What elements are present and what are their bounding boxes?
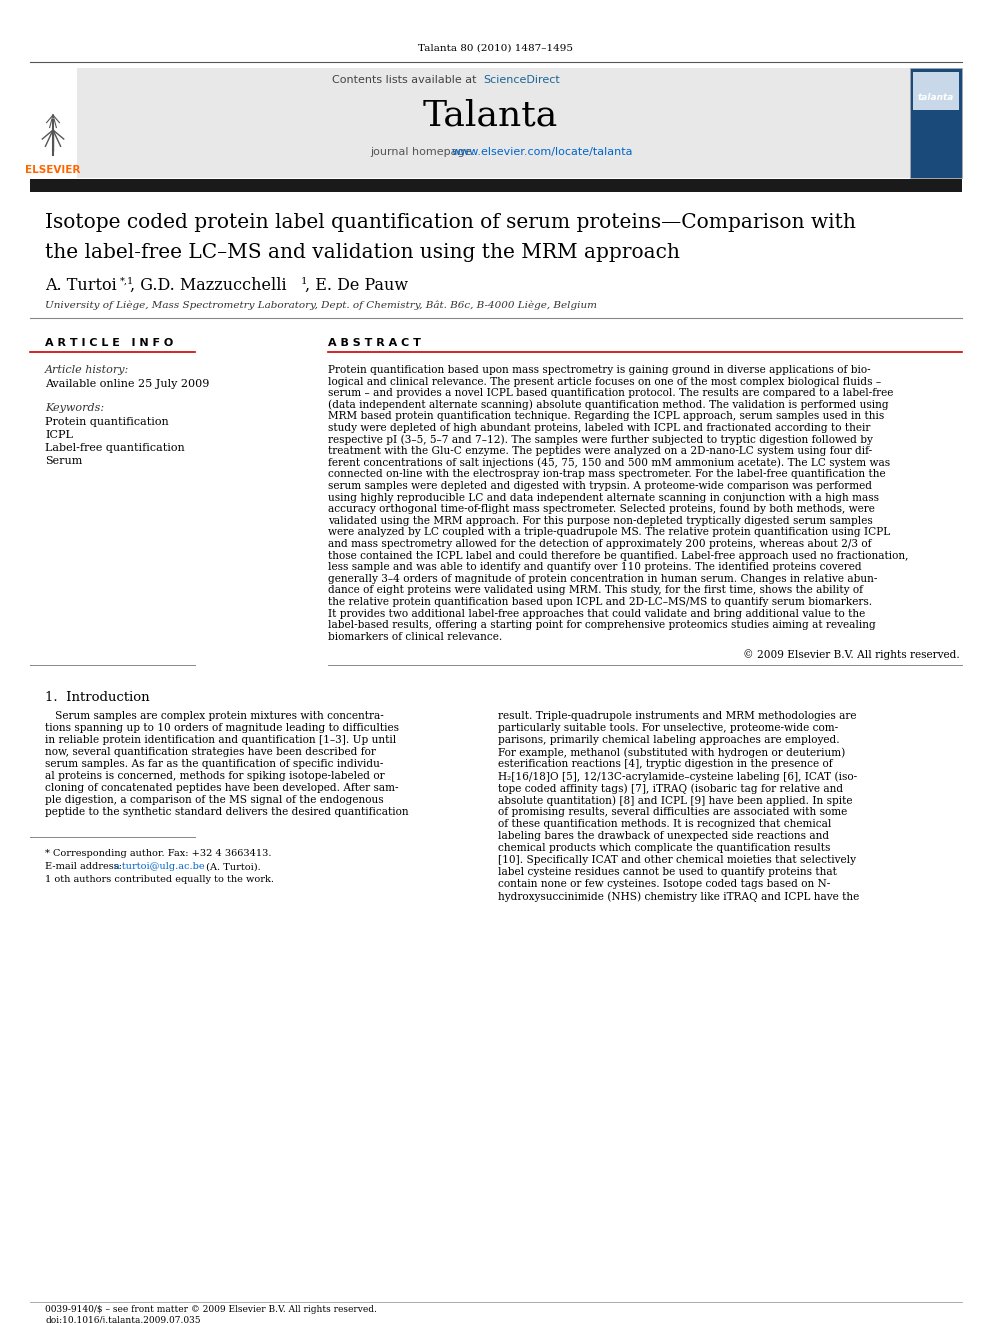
Text: peptide to the synthetic standard delivers the desired quantification: peptide to the synthetic standard delive… bbox=[45, 807, 409, 818]
Text: label-based results, offering a starting point for comprehensive proteomics stud: label-based results, offering a starting… bbox=[328, 620, 876, 630]
Text: ple digestion, a comparison of the MS signal of the endogenous: ple digestion, a comparison of the MS si… bbox=[45, 795, 384, 806]
Text: 0039-9140/$ – see front matter © 2009 Elsevier B.V. All rights reserved.: 0039-9140/$ – see front matter © 2009 El… bbox=[45, 1304, 377, 1314]
Text: particularly suitable tools. For unselective, proteome-wide com-: particularly suitable tools. For unselec… bbox=[498, 724, 838, 733]
Text: absolute quantitation) [8] and ICPL [9] have been applied. In spite: absolute quantitation) [8] and ICPL [9] … bbox=[498, 795, 852, 806]
Text: cloning of concatenated peptides have been developed. After sam-: cloning of concatenated peptides have be… bbox=[45, 783, 399, 794]
Text: tope coded affinity tags) [7], iTRAQ (isobaric tag for relative and: tope coded affinity tags) [7], iTRAQ (is… bbox=[498, 783, 843, 794]
Text: al proteins is concerned, methods for spiking isotope-labeled or: al proteins is concerned, methods for sp… bbox=[45, 771, 385, 782]
Text: parisons, primarily chemical labeling approaches are employed.: parisons, primarily chemical labeling ap… bbox=[498, 736, 839, 745]
Text: ELSEVIER: ELSEVIER bbox=[26, 165, 80, 175]
Text: , E. De Pauw: , E. De Pauw bbox=[305, 277, 408, 294]
Text: chemical products which complicate the quantification results: chemical products which complicate the q… bbox=[498, 843, 830, 853]
Text: using highly reproducible LC and data independent alternate scanning in conjunct: using highly reproducible LC and data in… bbox=[328, 492, 879, 503]
Text: Serum: Serum bbox=[45, 456, 82, 466]
Text: validated using the MRM approach. For this purpose non-depleted tryptically dige: validated using the MRM approach. For th… bbox=[328, 516, 873, 525]
Text: study were depleted of high abundant proteins, labeled with ICPL and fractionate: study were depleted of high abundant pro… bbox=[328, 423, 870, 433]
Text: result. Triple-quadrupole instruments and MRM methodologies are: result. Triple-quadrupole instruments an… bbox=[498, 712, 856, 721]
Text: label cysteine residues cannot be used to quantify proteins that: label cysteine residues cannot be used t… bbox=[498, 868, 837, 877]
Text: dance of eight proteins were validated using MRM. This study, for the first time: dance of eight proteins were validated u… bbox=[328, 585, 863, 595]
Bar bbox=[75, 67, 911, 179]
Bar bbox=[30, 179, 962, 192]
Text: in reliable protein identification and quantification [1–3]. Up until: in reliable protein identification and q… bbox=[45, 736, 396, 745]
Text: esterification reactions [4], tryptic digestion in the presence of: esterification reactions [4], tryptic di… bbox=[498, 759, 832, 770]
Text: * Corresponding author. Fax: +32 4 3663413.: * Corresponding author. Fax: +32 4 36634… bbox=[45, 849, 272, 859]
Text: of promising results, several difficulties are associated with some: of promising results, several difficulti… bbox=[498, 807, 847, 818]
Text: serum – and provides a novel ICPL based quantification protocol. The results are: serum – and provides a novel ICPL based … bbox=[328, 388, 894, 398]
Text: Protein quantification based upon mass spectrometry is gaining ground in diverse: Protein quantification based upon mass s… bbox=[328, 365, 871, 374]
Text: those contained the ICPL label and could therefore be quantified. Label-free app: those contained the ICPL label and could… bbox=[328, 550, 909, 561]
Text: www.elsevier.com/locate/talanta: www.elsevier.com/locate/talanta bbox=[452, 147, 634, 157]
Text: Available online 25 July 2009: Available online 25 July 2009 bbox=[45, 378, 209, 389]
Text: and mass spectrometry allowed for the detection of approximately 200 proteins, w: and mass spectrometry allowed for the de… bbox=[328, 538, 872, 549]
Text: contain none or few cysteines. Isotope coded tags based on N-: contain none or few cysteines. Isotope c… bbox=[498, 880, 830, 889]
Text: Contents lists available at: Contents lists available at bbox=[332, 75, 480, 85]
Text: [10]. Specifically ICAT and other chemical moieties that selectively: [10]. Specifically ICAT and other chemic… bbox=[498, 856, 856, 865]
Text: were analyzed by LC coupled with a triple-quadrupole MS. The relative protein qu: were analyzed by LC coupled with a tripl… bbox=[328, 528, 890, 537]
Text: serum samples were depleted and digested with trypsin. A proteome-wide compariso: serum samples were depleted and digested… bbox=[328, 482, 872, 491]
Text: the label-free LC–MS and validation using the MRM approach: the label-free LC–MS and validation usin… bbox=[45, 242, 680, 262]
Text: ferent concentrations of salt injections (45, 75, 150 and 500 mM ammonium acetat: ferent concentrations of salt injections… bbox=[328, 458, 890, 468]
Text: Article history:: Article history: bbox=[45, 365, 129, 374]
Text: connected on-line with the electrospray ion-trap mass spectrometer. For the labe: connected on-line with the electrospray … bbox=[328, 470, 886, 479]
Text: 1.  Introduction: 1. Introduction bbox=[45, 692, 150, 704]
Text: It provides two additional label-free approaches that could validate and bring a: It provides two additional label-free ap… bbox=[328, 609, 865, 619]
Text: accuracy orthogonal time-of-flight mass spectrometer. Selected proteins, found b: accuracy orthogonal time-of-flight mass … bbox=[328, 504, 875, 515]
Text: generally 3–4 orders of magnitude of protein concentration in human serum. Chang: generally 3–4 orders of magnitude of pro… bbox=[328, 574, 877, 583]
Text: labeling bares the drawback of unexpected side reactions and: labeling bares the drawback of unexpecte… bbox=[498, 831, 829, 841]
Text: (data independent alternate scanning) absolute quantification method. The valida: (data independent alternate scanning) ab… bbox=[328, 400, 889, 410]
Text: logical and clinical relevance. The present article focuses on one of the most c: logical and clinical relevance. The pres… bbox=[328, 377, 881, 386]
Text: ScienceDirect: ScienceDirect bbox=[483, 75, 559, 85]
Text: © 2009 Elsevier B.V. All rights reserved.: © 2009 Elsevier B.V. All rights reserved… bbox=[743, 650, 960, 660]
Text: MRM based protein quantification technique. Regarding the ICPL approach, serum s: MRM based protein quantification techniq… bbox=[328, 411, 884, 422]
Text: now, several quantification strategies have been described for: now, several quantification strategies h… bbox=[45, 747, 376, 757]
Text: less sample and was able to identify and quantify over 110 proteins. The identif: less sample and was able to identify and… bbox=[328, 562, 862, 573]
Text: A R T I C L E   I N F O: A R T I C L E I N F O bbox=[45, 337, 174, 348]
Text: E-mail address:: E-mail address: bbox=[45, 863, 125, 872]
Text: talanta: talanta bbox=[918, 94, 954, 102]
Text: ICPL: ICPL bbox=[45, 430, 72, 441]
Text: A. Turtoi: A. Turtoi bbox=[45, 277, 117, 294]
Text: (A. Turtoi).: (A. Turtoi). bbox=[203, 863, 261, 872]
Text: Isotope coded protein label quantification of serum proteins—Comparison with: Isotope coded protein label quantificati… bbox=[45, 213, 856, 232]
Text: 1: 1 bbox=[298, 277, 308, 286]
Text: Talanta 80 (2010) 1487–1495: Talanta 80 (2010) 1487–1495 bbox=[419, 44, 573, 53]
Text: , G.D. Mazzucchelli: , G.D. Mazzucchelli bbox=[130, 277, 287, 294]
Text: For example, methanol (substituted with hydrogen or deuterium): For example, methanol (substituted with … bbox=[498, 747, 845, 758]
Bar bbox=[913, 71, 959, 110]
Text: A B S T R A C T: A B S T R A C T bbox=[328, 337, 421, 348]
Text: 1 oth authors contributed equally to the work.: 1 oth authors contributed equally to the… bbox=[45, 876, 274, 884]
Text: Label-free quantification: Label-free quantification bbox=[45, 443, 185, 452]
Text: H₂[16/18]O [5], 12/13C-acrylamide–cysteine labeling [6], ICAT (iso-: H₂[16/18]O [5], 12/13C-acrylamide–cystei… bbox=[498, 771, 857, 782]
Text: biomarkers of clinical relevance.: biomarkers of clinical relevance. bbox=[328, 632, 502, 642]
Text: journal homepage:: journal homepage: bbox=[370, 147, 478, 157]
Text: *,1: *,1 bbox=[120, 277, 134, 286]
Text: Serum samples are complex protein mixtures with concentra-: Serum samples are complex protein mixtur… bbox=[45, 712, 384, 721]
Text: Talanta: Talanta bbox=[423, 98, 558, 132]
Text: respective pI (3–5, 5–7 and 7–12). The samples were further subjected to tryptic: respective pI (3–5, 5–7 and 7–12). The s… bbox=[328, 434, 873, 445]
Text: treatment with the Glu-C enzyme. The peptides were analyzed on a 2D-nano-LC syst: treatment with the Glu-C enzyme. The pep… bbox=[328, 446, 872, 456]
Text: University of Liège, Mass Spectrometry Laboratory, Dept. of Chemistry, Bât. B6c,: University of Liège, Mass Spectrometry L… bbox=[45, 300, 597, 310]
Text: of these quantification methods. It is recognized that chemical: of these quantification methods. It is r… bbox=[498, 819, 831, 830]
Text: serum samples. As far as the quantification of specific individu-: serum samples. As far as the quantificat… bbox=[45, 759, 383, 770]
Text: hydroxysuccinimide (NHS) chemistry like iTRAQ and ICPL have the: hydroxysuccinimide (NHS) chemistry like … bbox=[498, 892, 859, 902]
Bar bbox=[910, 67, 962, 179]
Text: Keywords:: Keywords: bbox=[45, 404, 104, 413]
Text: Protein quantification: Protein quantification bbox=[45, 417, 169, 427]
Text: the relative protein quantification based upon ICPL and 2D-LC–MS/MS to quantify : the relative protein quantification base… bbox=[328, 597, 872, 607]
Text: a.turtoi@ulg.ac.be: a.turtoi@ulg.ac.be bbox=[113, 863, 204, 872]
Text: doi:10.1016/j.talanta.2009.07.035: doi:10.1016/j.talanta.2009.07.035 bbox=[45, 1316, 200, 1323]
Bar bbox=[30, 67, 77, 179]
Text: tions spanning up to 10 orders of magnitude leading to difficulties: tions spanning up to 10 orders of magnit… bbox=[45, 724, 399, 733]
